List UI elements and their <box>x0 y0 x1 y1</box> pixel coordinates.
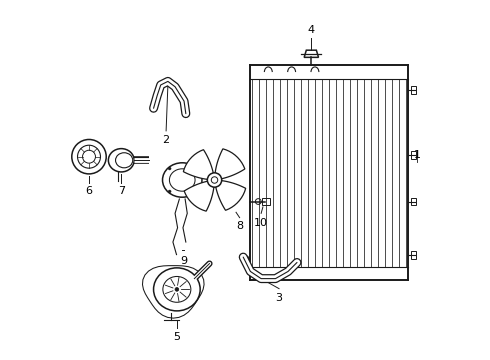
Polygon shape <box>304 50 319 57</box>
Circle shape <box>194 167 196 170</box>
Circle shape <box>243 256 249 262</box>
Text: 1: 1 <box>414 150 420 160</box>
Text: 9: 9 <box>180 256 188 266</box>
Text: 4: 4 <box>308 25 315 35</box>
Circle shape <box>168 167 171 170</box>
Circle shape <box>194 190 196 193</box>
Circle shape <box>255 199 261 204</box>
Text: 3: 3 <box>275 293 283 303</box>
Polygon shape <box>216 181 245 210</box>
Ellipse shape <box>153 268 200 311</box>
Polygon shape <box>262 198 270 205</box>
Circle shape <box>207 173 221 187</box>
Text: 8: 8 <box>236 221 243 231</box>
Text: 5: 5 <box>173 332 180 342</box>
Polygon shape <box>183 150 213 179</box>
Text: 2: 2 <box>163 135 170 145</box>
Polygon shape <box>215 149 245 179</box>
Ellipse shape <box>163 163 202 197</box>
Text: 7: 7 <box>118 186 125 196</box>
Text: 10: 10 <box>254 218 268 228</box>
Polygon shape <box>184 181 214 211</box>
Circle shape <box>175 288 179 291</box>
Text: 6: 6 <box>85 186 93 197</box>
Circle shape <box>168 190 171 193</box>
